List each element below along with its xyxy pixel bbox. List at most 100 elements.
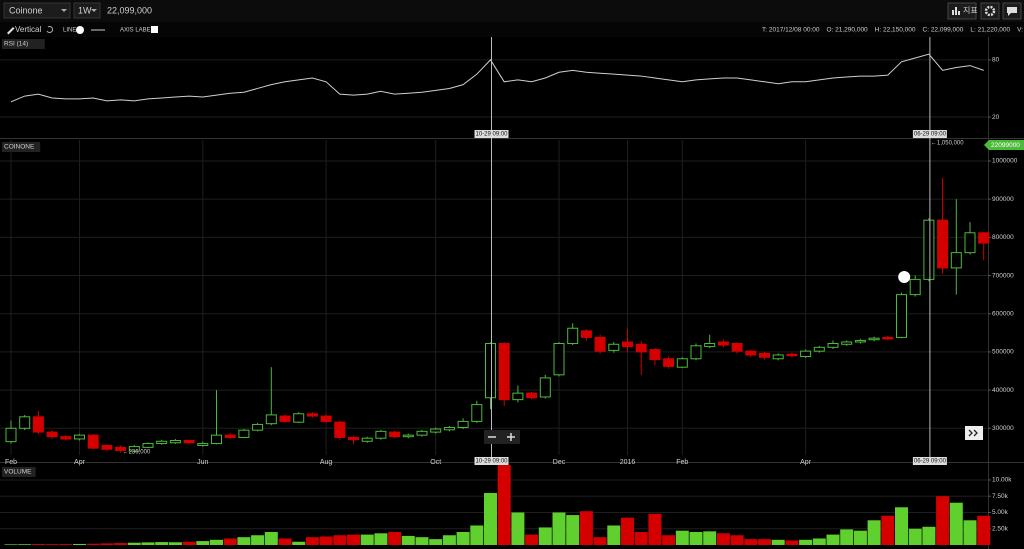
volume-bar (593, 537, 607, 545)
candle-body (32, 416, 44, 433)
y-tick-label: 80 (992, 57, 1000, 64)
zoom-in[interactable] (507, 433, 515, 441)
ohlc-field: O: 21,290,000 (826, 27, 868, 34)
scroll-latest-button[interactable] (965, 426, 983, 440)
volume-bar (853, 530, 867, 545)
volume-bar (237, 537, 251, 545)
candle-body (512, 392, 524, 401)
candle-body (19, 416, 31, 429)
candle-body (567, 327, 579, 345)
crosshair-label-box (912, 457, 947, 465)
x-tick-label: Feb (676, 459, 688, 466)
zoom-controls (484, 430, 520, 444)
volume-bar (963, 520, 977, 545)
candle-body (60, 436, 72, 440)
x-tick-label: Dec (553, 459, 566, 466)
candle-body (457, 420, 469, 429)
volume-bar (59, 544, 73, 545)
volume-bar (278, 538, 292, 545)
candle-body (841, 341, 853, 345)
candle-body (909, 278, 921, 296)
volume-bar (114, 543, 128, 545)
candle-body (115, 446, 127, 451)
candle-body (334, 421, 346, 438)
line-label: LINE (63, 28, 76, 34)
volume-bar (388, 531, 402, 545)
y-tick-label: 10.00k (992, 477, 1012, 484)
y-tick-label: 600000 (992, 310, 1014, 317)
toolbar (0, 0, 1024, 22)
candle-body (635, 343, 647, 353)
candle-body (978, 232, 990, 244)
candle-body (923, 219, 935, 280)
candle-body (402, 434, 414, 438)
rsi-line (10, 53, 984, 103)
volume-bar (826, 534, 840, 545)
candle-body (800, 350, 812, 357)
symbol-select[interactable] (3, 2, 71, 19)
settings-button[interactable] (980, 2, 1000, 20)
pane-label: VOLUME (4, 469, 32, 476)
candle-body (224, 434, 236, 438)
volume-bar (429, 539, 443, 545)
candle-body (498, 343, 510, 401)
candle-body (169, 439, 181, 444)
crosshair-label: 06-29 09:00 (914, 459, 947, 465)
crosshair-label: 10-29 09:00 (475, 459, 508, 465)
volume-bar (100, 543, 114, 545)
volume-bar (744, 539, 758, 545)
x-tick-label: Oct (430, 459, 441, 466)
drawing-tool[interactable]: Vertical (15, 25, 41, 34)
candle-body (882, 336, 894, 340)
pane-label-box (2, 142, 41, 152)
indicator-label[interactable]: 지표 (963, 6, 978, 15)
last-price: 22099000 (991, 142, 1020, 149)
volume-bar (251, 535, 265, 545)
candle-body (430, 428, 442, 433)
indicator-icon (952, 7, 960, 15)
volume-bar (840, 529, 854, 545)
volume-bar (607, 525, 621, 545)
scroll-icon (968, 429, 978, 437)
interval-select[interactable] (73, 2, 101, 19)
ohlc-field: H: 22,150,000 (875, 27, 916, 34)
candle-body (868, 337, 880, 341)
candle-body (539, 377, 551, 398)
y-tick-label: 20 (992, 114, 1000, 121)
candle-body (676, 358, 688, 368)
symbol[interactable]: Coinone (9, 5, 43, 15)
candle-body (663, 358, 675, 367)
crosshair-label: 06-29 09:00 (914, 132, 947, 138)
line-color[interactable] (76, 26, 84, 34)
volume-bar (497, 465, 511, 545)
ohlc-field: V: 195.9606 (1017, 27, 1024, 34)
volume-bar (31, 544, 45, 545)
volume-bar (648, 513, 662, 545)
current-price: 22,099,000 (107, 5, 152, 15)
undo-icon[interactable] (46, 26, 54, 34)
volume-bar (908, 528, 922, 545)
chat-icon (1007, 7, 1017, 16)
candle-body (471, 404, 483, 422)
volume-bar (73, 543, 86, 545)
candle-body (211, 434, 222, 445)
axis-label-checkbox[interactable] (151, 26, 158, 33)
volume-bar (168, 542, 182, 545)
volume-bar (127, 542, 141, 545)
candle-body (649, 349, 661, 361)
dropdown-arrow (91, 9, 97, 12)
candle-body (937, 219, 949, 269)
volume-bar (799, 539, 813, 545)
x-tick-label: Feb (5, 459, 17, 466)
candle-body (348, 436, 359, 441)
volume-bar (292, 541, 306, 545)
interval[interactable]: 1W (78, 5, 92, 15)
volume-bar (949, 502, 963, 545)
crosshair-point (898, 271, 911, 283)
candle-body (759, 352, 770, 358)
candle-body (594, 336, 606, 352)
volume-bar (771, 539, 785, 545)
crosshair-label-box (474, 457, 509, 465)
candle-body (690, 345, 702, 360)
